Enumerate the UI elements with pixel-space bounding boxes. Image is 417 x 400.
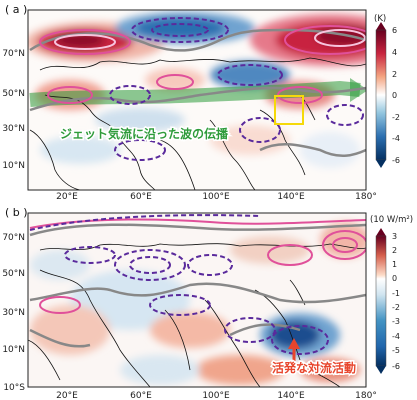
x-tick-label: 100°E xyxy=(202,391,230,400)
panel-b-label: ( b ) xyxy=(5,206,28,219)
panel-a-annotation: ジェット気流に沿った波の伝播 xyxy=(60,126,229,141)
y-tick-label: 50°N xyxy=(2,269,25,279)
x-tick-label: 60°E xyxy=(130,391,152,400)
cb-tick: -6 xyxy=(392,362,400,371)
y-tick-label: 50°N xyxy=(2,89,25,99)
panel-b-contours xyxy=(29,214,366,355)
y-tick-label: 70°N xyxy=(2,233,25,243)
panel-b-y-ticks: 70°N 50°N 30°N 10°N 10°S xyxy=(2,233,25,393)
cb-tick: 4 xyxy=(392,48,397,57)
x-tick-label: 140°E xyxy=(277,192,305,202)
y-tick-label: 30°N xyxy=(2,124,25,134)
cb-tick: 1 xyxy=(392,260,397,269)
x-tick-label: 20°E xyxy=(56,391,78,400)
panel-b-unit: (10 W/m²) xyxy=(370,215,413,225)
cb-tick: -1 xyxy=(392,289,400,298)
y-tick-label: 70°N xyxy=(2,49,25,59)
cb-tick: 0 xyxy=(392,91,397,100)
panel-a: ジェット気流に沿った波の伝播 ( a ) 70°N 50°N 30°N 10°N… xyxy=(2,3,400,202)
y-tick-label: 10°S xyxy=(3,383,25,393)
panel-a-unit: (K) xyxy=(374,14,386,24)
panel-a-label: ( a ) xyxy=(5,3,27,16)
cb-tick: -6 xyxy=(392,156,400,165)
panel-a-contours xyxy=(29,17,366,161)
cb-tick: 3 xyxy=(392,232,397,241)
y-tick-label: 10°N xyxy=(2,345,25,355)
highlight-box-japan xyxy=(274,95,304,125)
cb-tick: 0 xyxy=(392,274,397,283)
cb-tick: 2 xyxy=(392,246,397,255)
panel-b-colorbar: 3 2 1 0 -1 -2 -3 -4 -5 -6 xyxy=(375,228,400,374)
y-tick-label: 30°N xyxy=(2,308,25,318)
panel-a-x-ticks: 20°E 60°E 100°E 140°E 180° xyxy=(56,192,377,202)
panel-b-x-ticks: 20°E 60°E 100°E 140°E 180° xyxy=(56,391,377,400)
panel-b: 活発な対流活動 ( b ) 70°N 50°N 30°N 10°N 10°S 2… xyxy=(2,206,413,400)
panel-a-colorbar: 6 4 2 0 -2 -4 -6 xyxy=(375,22,400,168)
x-tick-label: 20°E xyxy=(56,192,78,202)
cb-tick: -3 xyxy=(392,317,400,326)
x-tick-label: 180° xyxy=(355,192,377,202)
panel-b-anomaly-field: 活発な対流活動 xyxy=(28,214,366,387)
x-tick-label: 60°E xyxy=(130,192,152,202)
cb-tick: -4 xyxy=(392,134,400,143)
panel-b-annotation: 活発な対流活動 xyxy=(272,360,356,375)
panel-a-anomaly-field: ジェット気流に沿った波の伝播 xyxy=(28,12,366,190)
cb-tick: 6 xyxy=(392,26,397,35)
x-tick-label: 180° xyxy=(355,391,377,400)
panel-a-y-ticks: 70°N 50°N 30°N 10°N xyxy=(2,49,25,171)
cb-tick: -4 xyxy=(392,332,400,341)
cb-tick: 2 xyxy=(392,70,397,79)
cb-tick: -5 xyxy=(392,346,400,355)
x-tick-label: 100°E xyxy=(202,192,230,202)
x-tick-label: 140°E xyxy=(277,391,305,400)
y-tick-label: 10°N xyxy=(2,161,25,171)
cb-tick: -2 xyxy=(392,303,400,312)
cb-tick: -2 xyxy=(392,113,400,122)
